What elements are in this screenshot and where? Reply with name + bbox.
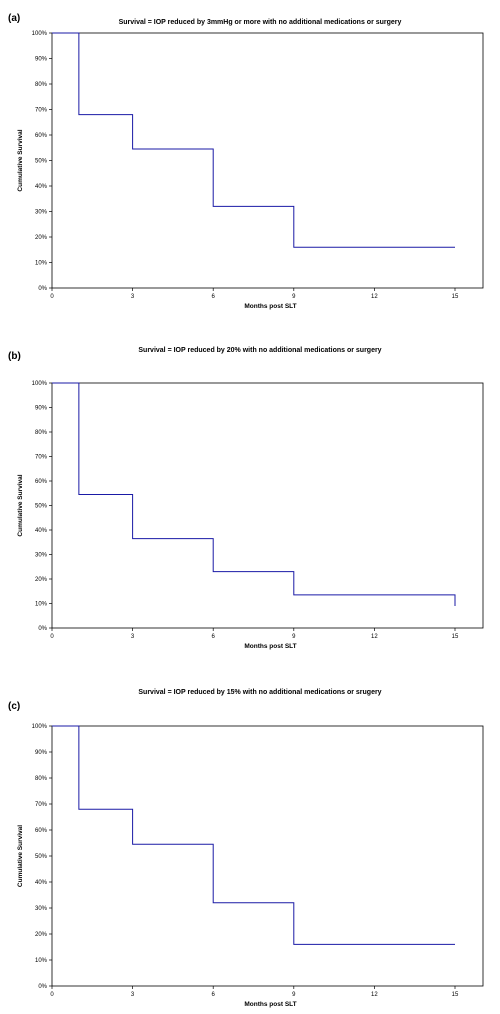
x-axis-title: Months post SLT <box>244 643 296 650</box>
chart-svg: 0% 10% 20% 30% 40% 50% 60% 70% 80% 90% 100% 0 3 6 9 12 1… <box>17 31 484 310</box>
y-tick-label: 100% <box>32 31 48 37</box>
y-tick-label: 10% <box>35 958 48 964</box>
chart-title: Survival = IOP reduced by 3mmHg or more … <box>118 19 402 26</box>
x-axis-title: Months post SLT <box>244 303 296 310</box>
survival-step-line <box>52 382 456 606</box>
x-tick-label: 15 <box>452 992 459 998</box>
y-tick-label: 70% <box>35 108 48 114</box>
y-tick-label: 40% <box>35 880 48 886</box>
x-tick-label: 15 <box>452 294 459 300</box>
y-tick-label: 0% <box>38 984 47 990</box>
survival-step-line <box>52 32 455 248</box>
x-tick-label: 9 <box>292 294 296 300</box>
y-tick-label: 0% <box>38 286 47 292</box>
y-tick-label: 30% <box>35 210 48 216</box>
chart-title: Survival = IOP reduced by 15% with no ad… <box>138 689 382 696</box>
plot-frame <box>51 382 484 629</box>
y-tick-label: 30% <box>35 906 48 912</box>
x-tick-label: 0 <box>50 634 54 640</box>
chart-panel-a: (a) Survival = IOP reduced by 3mmHg or m… <box>0 0 500 338</box>
x-tick-label: 3 <box>131 634 135 640</box>
y-axis-title: Cumulative Survival <box>17 474 24 536</box>
survival-step-line <box>52 725 455 945</box>
y-tick-label: 60% <box>35 828 48 834</box>
x-tick-label: 9 <box>292 992 296 998</box>
y-tick-label: 40% <box>35 528 48 534</box>
x-tick-label: 3 <box>131 992 135 998</box>
y-tick-label: 40% <box>35 184 48 190</box>
chart-svg: 0% 10% 20% 30% 40% 50% 60% 70% 80% 90% 100% 0 3 6 9 12 1… <box>17 381 484 650</box>
y-tick-label: 90% <box>35 57 48 63</box>
x-tick-label: 12 <box>371 992 378 998</box>
y-axis-title: Cumulative Survival <box>17 825 24 887</box>
y-tick-label: 50% <box>35 159 48 165</box>
chart-panel-c: (c) Survival = IOP reduced by 15% with n… <box>0 676 500 1014</box>
panel-label: (a) <box>8 13 21 24</box>
x-tick-label: 6 <box>212 634 216 640</box>
x-tick-label: 9 <box>292 634 296 640</box>
y-tick-label: 30% <box>35 553 48 559</box>
x-axis-title: Months post SLT <box>244 1001 296 1008</box>
x-tick-label: 12 <box>371 294 378 300</box>
x-tick-label: 0 <box>50 294 54 300</box>
x-tick-label: 3 <box>131 294 135 300</box>
plot-frame <box>51 725 484 987</box>
y-tick-label: 80% <box>35 776 48 782</box>
y-axis-title: Cumulative Survival <box>17 129 24 191</box>
panel-label: (b) <box>8 351 21 362</box>
y-tick-label: 60% <box>35 479 48 485</box>
y-tick-label: 100% <box>32 381 48 387</box>
chart-panel-b: (b) Survival = IOP reduced by 20% with n… <box>0 338 500 676</box>
y-tick-label: 60% <box>35 133 48 139</box>
y-tick-label: 90% <box>35 406 48 412</box>
y-tick-label: 50% <box>35 504 48 510</box>
y-tick-label: 0% <box>38 626 47 632</box>
y-tick-label: 100% <box>32 724 48 730</box>
x-tick-label: 15 <box>452 634 459 640</box>
panel-label: (c) <box>8 701 21 712</box>
chart-svg: 0% 10% 20% 30% 40% 50% 60% 70% 80% 90% 100% 0 3 6 9 12 1… <box>17 724 484 1008</box>
y-tick-label: 10% <box>35 261 48 267</box>
y-tick-label: 70% <box>35 802 48 808</box>
x-tick-label: 0 <box>50 992 54 998</box>
y-tick-label: 50% <box>35 854 48 860</box>
y-tick-label: 10% <box>35 602 48 608</box>
plot-frame <box>51 32 484 289</box>
y-tick-label: 80% <box>35 82 48 88</box>
x-tick-label: 12 <box>371 634 378 640</box>
x-tick-label: 6 <box>212 992 216 998</box>
y-tick-label: 80% <box>35 430 48 436</box>
y-tick-label: 20% <box>35 235 48 241</box>
x-tick-label: 6 <box>212 294 216 300</box>
y-tick-label: 20% <box>35 932 48 938</box>
y-tick-label: 20% <box>35 577 48 583</box>
y-tick-label: 90% <box>35 750 48 756</box>
y-tick-label: 70% <box>35 455 48 461</box>
chart-title: Survival = IOP reduced by 20% with no ad… <box>138 347 382 354</box>
